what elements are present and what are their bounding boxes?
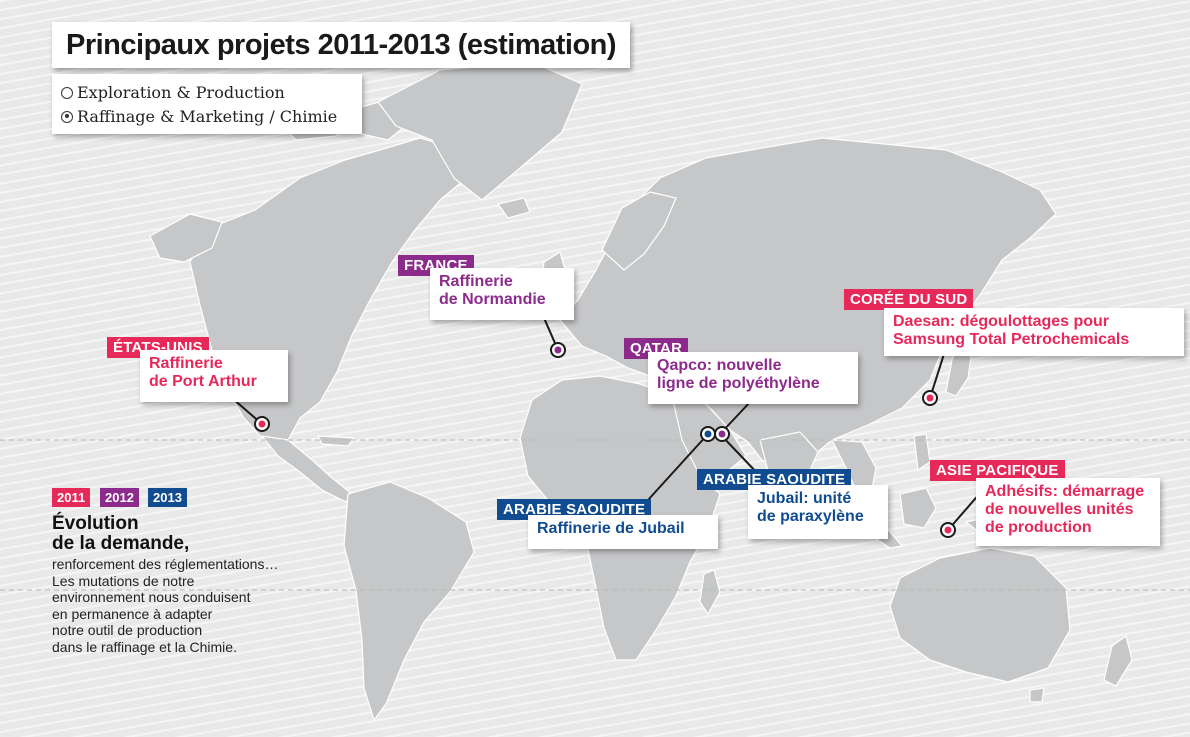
callout-arabie-jubail[interactable]: Raffinerie de Jubail [528, 515, 718, 549]
callout-asie-pacifique[interactable]: Adhésifs: démarrage de nouvelles unités … [976, 478, 1160, 546]
evolution-title-line: de la demande, [52, 533, 190, 554]
callout-line: Raffinerie [149, 355, 223, 372]
callout-line: de production [985, 519, 1092, 536]
callout-line: Adhésifs: démarrage [985, 483, 1145, 500]
evolution-line: dans le raffinage et la Chimie. [52, 638, 237, 655]
callout-line: Qapco: nouvelle [657, 357, 782, 374]
connector-arabie-jubail [647, 433, 709, 501]
evolution-title-line: Évolution [52, 513, 139, 534]
legend-item-raffinage: Raffinage & Marketing / Chimie [61, 107, 337, 126]
country-tag-arabie-saoudite-2: ARABIE SAOUDITE [697, 469, 852, 490]
legend-label-raffinage: Raffinage & Marketing / Chimie [77, 107, 338, 126]
callout-line: de Port Arthur [149, 373, 257, 390]
marker-arabie-saoudite[interactable] [700, 426, 716, 442]
marker-etats-unis[interactable] [254, 416, 270, 432]
south-america-landmass [343, 481, 475, 721]
new-zealand-landmass [1103, 635, 1133, 687]
evolution-line: Les mutations de notre [52, 572, 195, 589]
callout-france[interactable]: Raffinerie de Normandie [430, 268, 574, 320]
callout-line: Raffinerie de Jubail [537, 520, 685, 537]
callout-line: Samsung Total Petrochemicals [893, 331, 1130, 348]
cuba-landmass [317, 435, 355, 447]
page-title: Principaux projets 2011-2013 (estimation… [66, 28, 617, 61]
evolution-body: renforcement des réglementations… Les mu… [52, 556, 278, 655]
callout-line: Daesan: dégoulottages pour [893, 313, 1110, 330]
country-tag-asie-pacifique: ASIE PACIFIQUE [930, 460, 1065, 481]
year-tag-2012: 2012 [100, 488, 139, 507]
marker-france[interactable] [550, 342, 566, 358]
australia-landmass [889, 547, 1071, 683]
callout-coree-du-sud[interactable]: Daesan: dégoulottages pour Samsung Total… [884, 308, 1184, 356]
philippines-landmass [913, 433, 931, 471]
borneo-landmass [899, 487, 937, 529]
callout-line: de nouvelles unités [985, 501, 1134, 518]
iceland-landmass [497, 197, 531, 219]
tasmania-landmass [1029, 687, 1045, 703]
year-tag-2011: 2011 [52, 488, 91, 507]
callout-etats-unis[interactable]: Raffinerie de Port Arthur [140, 350, 288, 402]
evolution-line: renforcement des réglementations… [52, 556, 279, 572]
marker-coree-du-sud[interactable] [922, 390, 938, 406]
country-tag-coree-du-sud: CORÉE DU SUD [844, 289, 974, 310]
legend-item-exploration: Exploration & Production [61, 83, 285, 102]
hollow-circle-icon [61, 86, 73, 99]
year-tag-2013: 2013 [148, 488, 187, 507]
callout-line: ligne de polyéthylène [657, 375, 820, 392]
callout-arabie-paraxylene[interactable]: Jubail: unité de paraxylène [748, 485, 888, 539]
evolution-line: environnement nous conduisent [52, 589, 251, 605]
callout-line: Jubail: unité [757, 490, 852, 507]
callout-qatar[interactable]: Qapco: nouvelle ligne de polyéthylène [648, 352, 858, 404]
evolution-title: Évolution de la demande, [52, 514, 189, 554]
alaska-landmass [149, 213, 223, 263]
country-tag-arabie-saoudite-1: ARABIE SAOUDITE [497, 499, 652, 520]
scandinavia-landmass [601, 191, 677, 271]
evolution-line: en permanence à adapter [52, 605, 213, 622]
callout-line: de Normandie [439, 291, 546, 308]
central-america-landmass [261, 435, 353, 503]
marker-qatar[interactable] [714, 426, 730, 442]
madagascar-landmass [699, 569, 721, 615]
title-box: Principaux projets 2011-2013 (estimation… [52, 22, 631, 68]
callout-line: Raffinerie [439, 273, 513, 290]
evolution-line: notre outil de production [52, 622, 203, 638]
callout-line: de paraxylène [757, 508, 864, 525]
legend-label-exploration: Exploration & Production [77, 83, 285, 102]
marker-asie-pacifique[interactable] [940, 522, 956, 538]
dotted-circle-icon [61, 110, 73, 123]
legend: Exploration & Production Raffinage & Mar… [52, 74, 362, 134]
